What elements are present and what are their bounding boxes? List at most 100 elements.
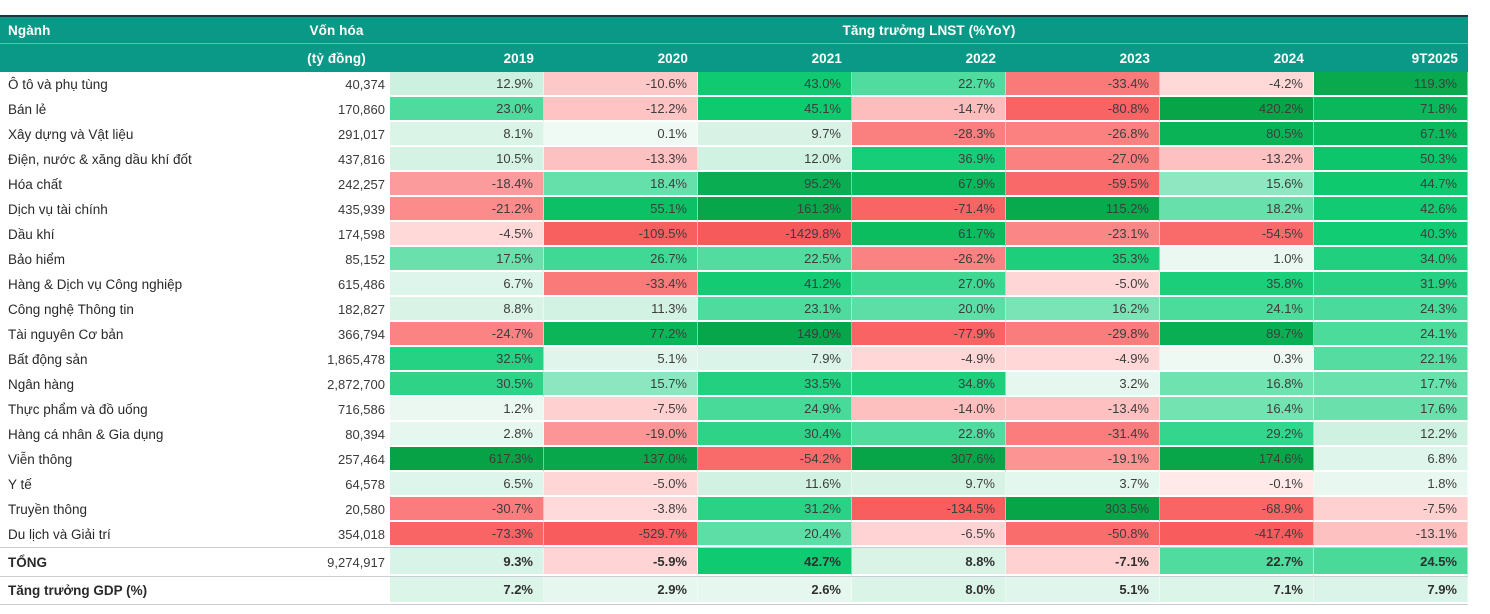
growth-cell: 0.1% xyxy=(544,122,698,147)
growth-cell: -71.4% xyxy=(852,197,1006,222)
total-row: TỔNG 9,274,917 9.3% -5.9% 42.7% 8.8% -7.1% 22… xyxy=(0,547,1468,576)
growth-cell: -27.0% xyxy=(1006,147,1160,172)
growth-cell: 27.0% xyxy=(852,272,1006,297)
growth-cell: 137.0% xyxy=(544,447,698,472)
table-body: Ô tô và phụ tùng 40,374 12.9% -10.6% 43.0%… xyxy=(0,72,1468,547)
col-header-year-2019: 2019 xyxy=(503,50,534,66)
growth-cell: 40.3% xyxy=(1314,222,1468,247)
table-row: Y tế 64,578 6.5% -5.0% 11.6% 9.7% 3.7% -0.1% 1… xyxy=(0,472,1468,497)
growth-cell: -5.0% xyxy=(544,472,698,497)
growth-cell: 36.9% xyxy=(852,147,1006,172)
sector-name-cell: Công nghệ Thông tin xyxy=(8,302,134,317)
market-cap-cell: 174,598 xyxy=(338,227,385,242)
market-cap-cell: 291,017 xyxy=(338,127,385,142)
gdp-label: Tăng trưởng GDP (%) xyxy=(8,583,148,598)
growth-cell: 174.6% xyxy=(1160,447,1314,472)
growth-cell: 30.5% xyxy=(390,372,544,397)
header-row-1: Ngành Vốn hóa Tăng trưởng LNST (%YoY) xyxy=(0,15,1468,44)
growth-cell: 15.7% xyxy=(544,372,698,397)
growth-cell: 42.7% xyxy=(698,548,852,576)
growth-cell: 26.7% xyxy=(544,247,698,272)
market-cap-cell: 80,394 xyxy=(345,427,385,442)
growth-cell: -14.0% xyxy=(852,397,1006,422)
market-cap-cell: 354,018 xyxy=(338,527,385,542)
growth-cell: 8.8% xyxy=(852,548,1006,576)
market-cap-cell: 716,586 xyxy=(338,402,385,417)
market-cap-cell: 2,872,700 xyxy=(327,377,385,392)
growth-cell: 67.1% xyxy=(1314,122,1468,147)
growth-cell: 9.3% xyxy=(390,548,544,576)
growth-cell: -1429.8% xyxy=(698,222,852,247)
table-row: Hóa chất 242,257 -18.4% 18.4% 95.2% 67.9% -5… xyxy=(0,172,1468,197)
growth-cell: -54.5% xyxy=(1160,222,1314,247)
growth-cell: 16.4% xyxy=(1160,397,1314,422)
growth-cell: 71.8% xyxy=(1314,97,1468,122)
growth-cell: 23.1% xyxy=(698,297,852,322)
growth-cell: 307.6% xyxy=(852,447,1006,472)
growth-cell: -30.7% xyxy=(390,497,544,522)
growth-cell: 35.3% xyxy=(1006,247,1160,272)
table-row: Công nghệ Thông tin 182,827 8.8% 11.3% 23.… xyxy=(0,297,1468,322)
sector-name-cell: Dịch vụ tài chính xyxy=(8,202,108,217)
growth-cell: -28.3% xyxy=(852,122,1006,147)
growth-cell: 2.9% xyxy=(544,577,698,604)
growth-cell: 22.5% xyxy=(698,247,852,272)
header-row-2: (tỷ đồng) 2019 2020 2021 2022 2023 2024 … xyxy=(0,44,1468,72)
table-row: Bất động sản 1,865,478 32.5% 5.1% 7.9% -4.9… xyxy=(0,347,1468,372)
growth-cell: 0.3% xyxy=(1160,347,1314,372)
growth-cell: -12.2% xyxy=(544,97,698,122)
growth-cell: 6.8% xyxy=(1314,447,1468,472)
market-cap-cell: 366,794 xyxy=(338,327,385,342)
table-row: Du lịch và Giải trí 354,018 -73.3% -529.7… xyxy=(0,522,1468,547)
growth-cell: 115.2% xyxy=(1006,197,1160,222)
growth-cell: -3.8% xyxy=(544,497,698,522)
market-cap-cell: 615,486 xyxy=(338,277,385,292)
growth-cell: -18.4% xyxy=(390,172,544,197)
growth-cell: 8.1% xyxy=(390,122,544,147)
growth-cell: 17.5% xyxy=(390,247,544,272)
heatmap-table: Ngành Vốn hóa Tăng trưởng LNST (%YoY) (t… xyxy=(0,15,1468,605)
growth-cell: 161.3% xyxy=(698,197,852,222)
growth-cell: 1.2% xyxy=(390,397,544,422)
market-cap-cell: 242,257 xyxy=(338,177,385,192)
growth-cell: 16.2% xyxy=(1006,297,1160,322)
col-header-year-2023: 2023 xyxy=(1119,50,1150,66)
growth-cell: 80.5% xyxy=(1160,122,1314,147)
sector-name-cell: Du lịch và Giải trí xyxy=(8,527,111,542)
table-row: Bán lẻ 170,860 23.0% -12.2% 45.1% -14.7% -80… xyxy=(0,97,1468,122)
market-cap-cell: 170,860 xyxy=(338,102,385,117)
growth-cell: -73.3% xyxy=(390,522,544,547)
sector-name-cell: Viễn thông xyxy=(8,452,73,467)
growth-cell: -10.6% xyxy=(544,72,698,97)
growth-cell: -4.9% xyxy=(852,347,1006,372)
growth-cell: 12.0% xyxy=(698,147,852,172)
growth-cell: 10.5% xyxy=(390,147,544,172)
table-row: Điện, nước & xăng dầu khí đốt 437,816 10… xyxy=(0,147,1468,172)
growth-cell: 3.7% xyxy=(1006,472,1160,497)
sector-name-cell: Xây dựng và Vật liệu xyxy=(8,127,134,142)
growth-cell: 41.2% xyxy=(698,272,852,297)
growth-cell: -109.5% xyxy=(544,222,698,247)
growth-cell: -77.9% xyxy=(852,322,1006,347)
table-row: Ô tô và phụ tùng 40,374 12.9% -10.6% 43.0%… xyxy=(0,72,1468,97)
growth-cell: 9.7% xyxy=(852,472,1006,497)
growth-cell: 8.8% xyxy=(390,297,544,322)
gdp-row: Tăng trưởng GDP (%) 7.2% 2.9% 2.6% 8.0% 5.1%… xyxy=(0,576,1468,605)
sector-name-cell: Y tế xyxy=(8,477,32,492)
growth-cell: 24.3% xyxy=(1314,297,1468,322)
sector-name-cell: Dầu khí xyxy=(8,227,55,242)
growth-cell: 89.7% xyxy=(1160,322,1314,347)
growth-cell: 617.3% xyxy=(390,447,544,472)
growth-cell: -13.4% xyxy=(1006,397,1160,422)
market-cap-cell: 40,374 xyxy=(345,77,385,92)
growth-cell: 31.9% xyxy=(1314,272,1468,297)
col-header-sector: Ngành xyxy=(0,17,283,44)
growth-cell: 18.4% xyxy=(544,172,698,197)
market-cap-cell: 437,816 xyxy=(338,152,385,167)
growth-cell: -59.5% xyxy=(1006,172,1160,197)
growth-cell: 2.6% xyxy=(698,577,852,604)
col-header-year-2021: 2021 xyxy=(811,50,842,66)
growth-cell: 420.2% xyxy=(1160,97,1314,122)
growth-cell: -31.4% xyxy=(1006,422,1160,447)
